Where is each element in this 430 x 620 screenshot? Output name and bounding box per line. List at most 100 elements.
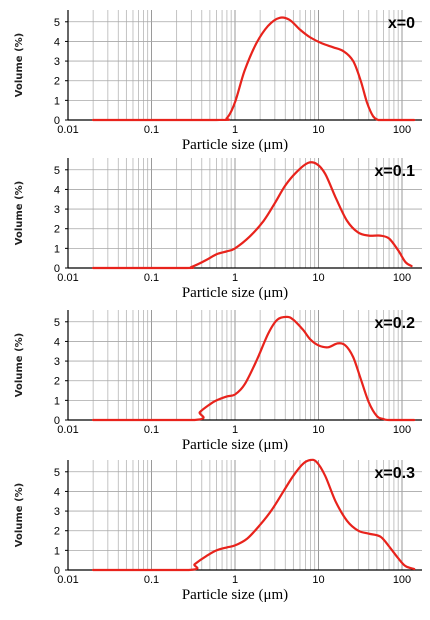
series-line	[92, 161, 413, 270]
data-point	[379, 535, 381, 537]
x-axis-label: Particle size (μm)	[182, 437, 288, 453]
data-point	[184, 267, 186, 269]
data-point	[410, 265, 412, 267]
data-point	[243, 383, 245, 385]
y-tick-label: 1	[54, 545, 60, 557]
data-point	[278, 17, 280, 19]
data-point	[259, 524, 261, 526]
data-point	[334, 500, 336, 502]
data-point	[292, 475, 294, 477]
y-tick-label: 3	[54, 356, 60, 368]
data-point	[255, 42, 257, 44]
y-axis-label: Volume (%)	[14, 181, 25, 245]
chart-panel-2: 0 1 2 3 4 5 0.01 0.1 1 10 100 Volume (%) Particle si…	[14, 158, 422, 301]
data-point	[267, 25, 269, 27]
y-tick-label: 5	[54, 317, 60, 329]
series-line	[92, 315, 416, 422]
data-point	[309, 338, 311, 340]
x-axis-label: Particle size (μm)	[182, 137, 288, 153]
y-tick-label: 2	[54, 224, 60, 236]
data-point	[262, 220, 264, 222]
chart-panel-3: 0 1 2 3 4 5 0.01 0.1 1 10 100 Volume (%) Particle si…	[14, 310, 422, 453]
data-point	[215, 253, 217, 255]
data-point	[321, 42, 323, 44]
data-point	[334, 196, 336, 198]
data-point	[205, 555, 207, 557]
data-point	[296, 171, 298, 173]
data-point	[388, 419, 390, 421]
data-point	[360, 80, 362, 82]
y-tick-label: 4	[54, 36, 60, 48]
x-tick-label: 0.01	[57, 574, 78, 586]
data-point	[352, 356, 354, 358]
data-point	[346, 220, 348, 222]
data-point	[92, 267, 94, 269]
panel-title: x=0.2	[375, 315, 416, 332]
data-point	[376, 415, 378, 417]
y-tick-label: 4	[54, 336, 60, 348]
y-tick-label: 3	[54, 56, 60, 68]
data-point	[286, 316, 288, 318]
data-point	[288, 19, 290, 21]
data-point	[92, 419, 94, 421]
data-point	[299, 28, 301, 30]
x-tick-label: 0.1	[144, 124, 159, 136]
data-point	[276, 319, 278, 321]
x-tick-label: 0.1	[144, 272, 159, 284]
data-point	[215, 399, 217, 401]
data-point	[332, 46, 334, 48]
data-point	[309, 459, 311, 461]
data-point	[302, 463, 304, 465]
data-point	[357, 231, 359, 233]
data-point	[234, 393, 236, 395]
x-tick-label: 10	[312, 272, 324, 284]
data-point	[307, 162, 309, 164]
data-point	[205, 259, 207, 261]
data-point	[368, 533, 370, 535]
y-tick-label: 3	[54, 204, 60, 216]
x-tick-label: 0.1	[144, 574, 159, 586]
x-tick-label: 1	[232, 424, 238, 436]
y-tick-label: 4	[54, 184, 60, 196]
data-point	[226, 395, 228, 397]
y-axis-label: Volume (%)	[14, 333, 25, 397]
series-line	[92, 16, 416, 122]
x-axis-label: Particle size (μm)	[182, 587, 288, 603]
data-point	[249, 235, 251, 237]
chart-panel-4: 0 1 2 3 4 5 0.01 0.1 1 10 100 Volume (%) Particle si…	[14, 458, 422, 603]
data-point	[92, 569, 94, 571]
data-point	[243, 70, 245, 72]
data-point	[352, 60, 354, 62]
data-point	[255, 360, 257, 362]
data-point	[246, 537, 248, 539]
data-point	[215, 119, 217, 121]
data-point	[309, 36, 311, 38]
y-tick-label: 4	[54, 486, 60, 498]
chart-panel-1: 0 1 2 3 4 5 0.01 0.1 1 10 100 Volume (%) Particle si…	[14, 10, 422, 153]
y-tick-label: 5	[54, 17, 60, 29]
data-point	[377, 119, 379, 121]
data-point	[413, 419, 415, 421]
panel-title: x=0.1	[375, 163, 416, 180]
data-point	[92, 119, 94, 121]
data-point	[327, 346, 329, 348]
data-point	[346, 520, 348, 522]
panel-title: x=0.3	[375, 465, 416, 482]
data-point	[234, 247, 236, 249]
data-point	[315, 461, 317, 463]
x-tick-label: 100	[393, 272, 411, 284]
data-point	[315, 163, 317, 165]
y-tick-label: 0	[54, 415, 60, 427]
data-point	[226, 117, 228, 119]
data-point	[284, 184, 286, 186]
x-tick-label: 10	[312, 574, 324, 586]
x-tick-label: 1	[232, 272, 238, 284]
data-point	[397, 557, 399, 559]
y-axis-label: Volume (%)	[14, 483, 25, 547]
data-point	[226, 250, 228, 252]
data-point	[413, 568, 415, 570]
data-point	[199, 411, 201, 413]
y-tick-label: 1	[54, 95, 60, 107]
data-point	[368, 234, 370, 236]
data-point	[344, 344, 346, 346]
